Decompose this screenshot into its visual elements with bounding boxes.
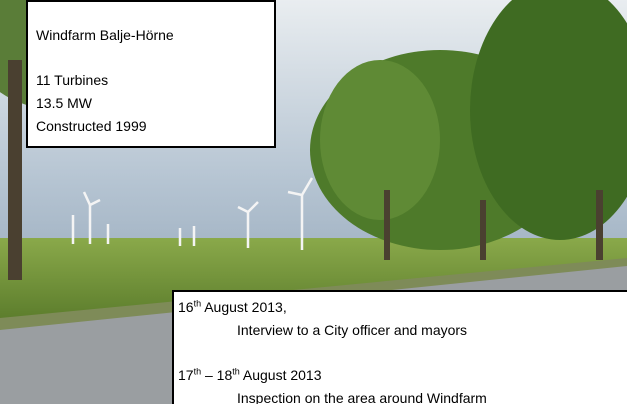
date-part: August 2013 <box>240 367 322 383</box>
info-line: Constructed 1999 <box>36 115 274 138</box>
event-description: Interview to a City officer and mayors <box>178 319 627 342</box>
info-box: Windfarm Balje-Hörne 11 Turbines 13.5 MW… <box>26 0 276 148</box>
event-description: Inspection on the area around Windfarm <box>178 387 627 404</box>
event-date: 17th – 18th August 2013 <box>178 364 627 387</box>
date-part: th <box>194 298 202 308</box>
info-title: Windfarm Balje-Hörne <box>36 24 274 47</box>
events-box: 16th August 2013,Interview to a City off… <box>172 290 627 404</box>
date-part: 16 <box>178 299 194 315</box>
date-part: – 18 <box>201 367 232 383</box>
event-date: 16th August 2013, <box>178 296 627 319</box>
info-line: 11 Turbines <box>36 69 274 92</box>
date-part: August 2013, <box>201 299 287 315</box>
info-line: 13.5 MW <box>36 92 274 115</box>
date-part: th <box>232 366 240 376</box>
date-part: th <box>194 366 202 376</box>
spacer <box>178 342 627 364</box>
screenshot: Windfarm Balje-Hörne 11 Turbines 13.5 MW… <box>0 0 627 404</box>
date-part: 17 <box>178 367 194 383</box>
